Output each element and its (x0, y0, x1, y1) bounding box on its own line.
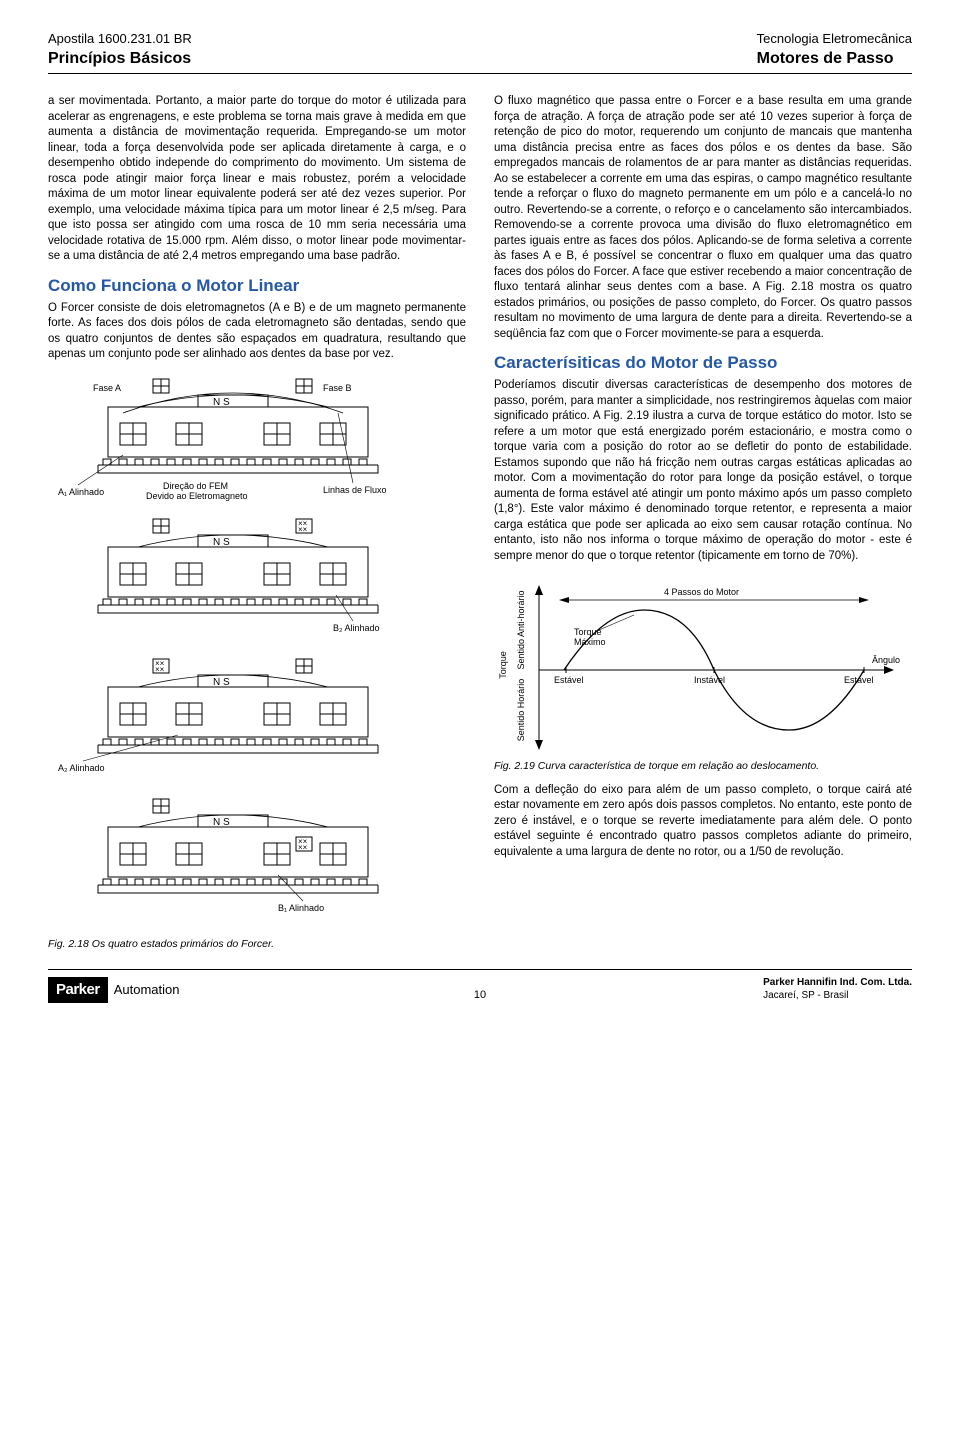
footer-logo: Parker Automation (48, 977, 179, 1003)
label-tmax2: Máximo (574, 637, 606, 647)
ylabel-torque: Torque (498, 651, 508, 679)
label-fase-b: Fase B (323, 383, 352, 393)
label-b1: B₁ Alinhado (278, 903, 324, 913)
heading-characteristics: Caracterísiticas do Motor de Passo (494, 352, 912, 375)
fig219-caption: Fig. 2.19 Curva característica de torque… (494, 759, 912, 773)
ylabel-antih: Sentido Anti-horário (516, 590, 526, 669)
left-column: a ser movimentada. Portanto, a maior par… (48, 94, 466, 951)
label-tmax1: Torque (574, 627, 602, 637)
page-number: 10 (474, 988, 486, 1003)
svg-text:××: ×× (155, 665, 165, 674)
label-fluxo: Linhas de Fluxo (323, 485, 387, 495)
right-para1: O fluxo magnético que passa entre o Forc… (494, 94, 912, 342)
content-columns: a ser movimentada. Portanto, a maior par… (48, 94, 912, 951)
label-ns-4: N S (213, 817, 230, 828)
label-ns-1: N S (213, 397, 230, 408)
label-estavel1: Estável (554, 675, 584, 685)
svg-text:××: ×× (298, 843, 308, 852)
ylabel-hor: Sentido Horário (516, 678, 526, 741)
label-ns-3: N S (213, 677, 230, 688)
right-para3: Com a defleção do eixo para além de um p… (494, 783, 912, 861)
page-header: Apostila 1600.231.01 BR Princípios Básic… (48, 30, 912, 74)
forcer-diagram: Fase A Fase B N S (48, 373, 466, 933)
right-column: O fluxo magnético que passa entre o Forc… (494, 94, 912, 951)
label-estavel2: Estável (844, 675, 874, 685)
svg-text:××: ×× (298, 525, 308, 534)
label-4passos: 4 Passos do Motor (664, 587, 739, 597)
left-para1: a ser movimentada. Portanto, a maior par… (48, 94, 466, 265)
label-ns-2: N S (213, 537, 230, 548)
torque-svg: Torque Sentido Anti-horário Sentido Horá… (494, 575, 904, 755)
right-para2: Poderíamos discutir diversas característ… (494, 378, 912, 564)
label-b2: B₂ Alinhado (333, 623, 380, 633)
fig218-caption: Fig. 2.18 Os quatro estados primários do… (48, 937, 466, 951)
tech-line: Tecnologia Eletromecânica (757, 30, 912, 48)
xlabel-angulo: Ângulo (872, 655, 900, 665)
page-footer: Parker Automation 10 Parker Hannifin Ind… (48, 969, 912, 1003)
label-instavel: Instável (694, 675, 725, 685)
parker-logo: Parker (48, 977, 108, 1003)
title-right: Motores de Passo (757, 48, 912, 70)
heading-linear-motor: Como Funciona o Motor Linear (48, 275, 466, 298)
torque-chart: Torque Sentido Anti-horário Sentido Horá… (494, 575, 912, 755)
apostila-code: Apostila 1600.231.01 BR (48, 30, 192, 48)
forcer-svg: Fase A Fase B N S (48, 373, 448, 933)
label-fem2: Devido ao Eletromagneto (146, 491, 248, 501)
label-fase-a: Fase A (93, 383, 121, 393)
left-para2: O Forcer consiste de dois eletromagnetos… (48, 301, 466, 363)
company-location: Jacareí, SP - Brasil (763, 989, 912, 1003)
header-right: Tecnologia Eletromecânica Motores de Pas… (757, 30, 912, 69)
header-left: Apostila 1600.231.01 BR Princípios Básic… (48, 30, 192, 69)
title-left: Princípios Básicos (48, 48, 192, 70)
label-a2: A₂ Alinhado (58, 763, 105, 773)
company-name: Parker Hannifin Ind. Com. Ltda. (763, 976, 912, 990)
footer-company: Parker Hannifin Ind. Com. Ltda. Jacareí,… (763, 976, 912, 1003)
automation-label: Automation (114, 981, 180, 999)
label-a1: A₁ Alinhado (58, 487, 104, 497)
label-fem1: Direção do FEM (163, 481, 228, 491)
